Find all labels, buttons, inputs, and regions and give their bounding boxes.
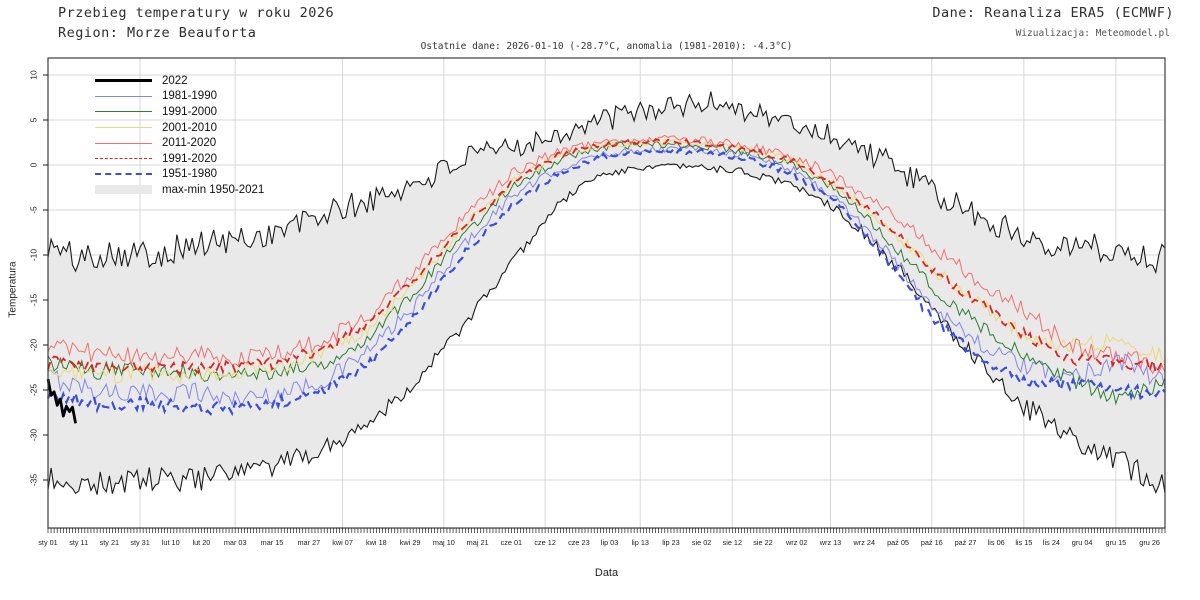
svg-text:mar 15: mar 15 (261, 538, 284, 547)
svg-text:-30: -30 (28, 429, 38, 442)
svg-text:sie 22: sie 22 (753, 538, 772, 547)
series-line-1981-1990 (47, 144, 1166, 408)
legend-item-maxmin-band: max-min 1950-2021 (95, 182, 264, 198)
legend-label: max-min 1950-2021 (162, 183, 265, 196)
legend-line-1951-1980 (95, 173, 152, 176)
svg-text:cze 12: cze 12 (534, 538, 556, 547)
data-source-label: Dane: Reanaliza ERA5 (ECMWF) (932, 5, 1174, 21)
svg-text:0: 0 (28, 162, 38, 167)
svg-text:paź 05: paź 05 (887, 538, 909, 547)
svg-text:wrz 13: wrz 13 (819, 538, 842, 547)
svg-text:mar 03: mar 03 (224, 538, 247, 547)
svg-text:lis 15: lis 15 (1015, 538, 1032, 547)
svg-text:lis 24: lis 24 (1043, 538, 1060, 547)
legend-label: 1991-2000 (162, 105, 217, 118)
svg-text:-5: -5 (28, 206, 38, 214)
legend-line-1991-2020 (95, 158, 152, 160)
svg-text:-10: -10 (28, 249, 38, 262)
legend-label: 2022 (162, 74, 188, 87)
svg-text:sty 31: sty 31 (130, 538, 149, 547)
x-axis: sty 01 sty 11 sty 21 sty 31 lut 10 lut 20 mar … (38, 528, 1166, 547)
series-line-2011-2020 (47, 134, 1166, 375)
legend-line-2022 (95, 79, 152, 83)
visualization-credit: Wizualizacja: Meteomodel.pl (1015, 28, 1170, 39)
svg-text:-20: -20 (28, 339, 38, 352)
legend-line-2001-2010 (95, 127, 152, 129)
y-axis: 10 5 0 -5 -10 -15 -20 -25 -30 -35 (28, 70, 48, 486)
svg-text:lip 23: lip 23 (662, 538, 679, 547)
series-line-1951-1980 (46, 146, 1166, 417)
legend-item-2022: 2022 (95, 73, 264, 89)
svg-text:sty 01: sty 01 (38, 538, 57, 547)
chart-region: Region: Morze Beauforta (58, 25, 257, 41)
last-data-subtitle: Ostatnie dane: 2026-01-10 (-28.7°C, anom… (420, 41, 793, 52)
legend-line-1981-1990 (95, 95, 152, 97)
svg-text:sty 21: sty 21 (100, 538, 119, 547)
svg-text:-35: -35 (28, 474, 38, 487)
legend-line-2011-2020 (95, 142, 152, 144)
svg-text:lut 10: lut 10 (162, 538, 180, 547)
legend: 2022 1981-1990 1991-2000 2001-2010 2011-… (95, 73, 264, 198)
svg-text:lis 06: lis 06 (988, 538, 1005, 547)
legend-band-swatch (95, 185, 152, 195)
svg-text:maj 21: maj 21 (467, 538, 489, 547)
legend-item-2011-2020: 2011-2020 (95, 135, 264, 151)
legend-line-1991-2000 (95, 111, 152, 113)
svg-text:-15: -15 (28, 294, 38, 307)
series-line-1991-2000 (47, 140, 1166, 406)
svg-text:sie 02: sie 02 (692, 538, 711, 547)
legend-item-1991-2020: 1991-2020 (95, 151, 264, 167)
svg-text:paź 16: paź 16 (921, 538, 943, 547)
svg-text:maj 10: maj 10 (433, 538, 455, 547)
svg-text:-25: -25 (28, 384, 38, 397)
svg-text:sty 11: sty 11 (69, 538, 88, 547)
legend-item-1951-1980: 1951-1980 (95, 167, 264, 183)
series-line-1991-2020 (47, 138, 1166, 376)
legend-item-2001-2010: 2001-2010 (95, 120, 264, 136)
legend-label: 2011-2020 (162, 137, 217, 150)
legend-item-1991-2000: 1991-2000 (95, 104, 264, 120)
svg-text:gru 15: gru 15 (1106, 538, 1127, 547)
svg-text:kwi 07: kwi 07 (332, 538, 353, 547)
svg-text:wrz 02: wrz 02 (785, 538, 808, 547)
series-line-2001-2010 (47, 138, 1166, 386)
svg-text:sie 12: sie 12 (723, 538, 742, 547)
svg-text:cze 23: cze 23 (568, 538, 590, 547)
svg-text:lut 20: lut 20 (193, 538, 211, 547)
legend-label: 1991-2020 (162, 152, 217, 165)
svg-text:kwi 18: kwi 18 (366, 538, 387, 547)
legend-label: 1981-1990 (162, 90, 217, 103)
svg-text:gru 04: gru 04 (1072, 538, 1093, 547)
svg-text:wrz 24: wrz 24 (853, 538, 876, 547)
svg-text:lip 03: lip 03 (601, 538, 618, 547)
series-line-current-year (46, 378, 77, 424)
svg-text:cze 01: cze 01 (501, 538, 523, 547)
svg-text:5: 5 (28, 117, 38, 122)
legend-label: 2001-2010 (162, 121, 217, 134)
y-axis-title: Temperatura (7, 261, 19, 318)
x-axis-title: Data (594, 567, 619, 579)
legend-label: 1951-1980 (162, 168, 217, 181)
svg-text:mar 27: mar 27 (297, 538, 320, 547)
svg-text:lip 13: lip 13 (632, 538, 649, 547)
chart-title: Przebieg temperatury w roku 2026 (58, 5, 335, 21)
svg-text:gru 26: gru 26 (1139, 538, 1160, 547)
legend-item-1981-1990: 1981-1990 (95, 89, 264, 105)
svg-text:paź 27: paź 27 (955, 538, 977, 547)
svg-text:10: 10 (28, 70, 38, 80)
svg-text:kwi 29: kwi 29 (400, 538, 421, 547)
